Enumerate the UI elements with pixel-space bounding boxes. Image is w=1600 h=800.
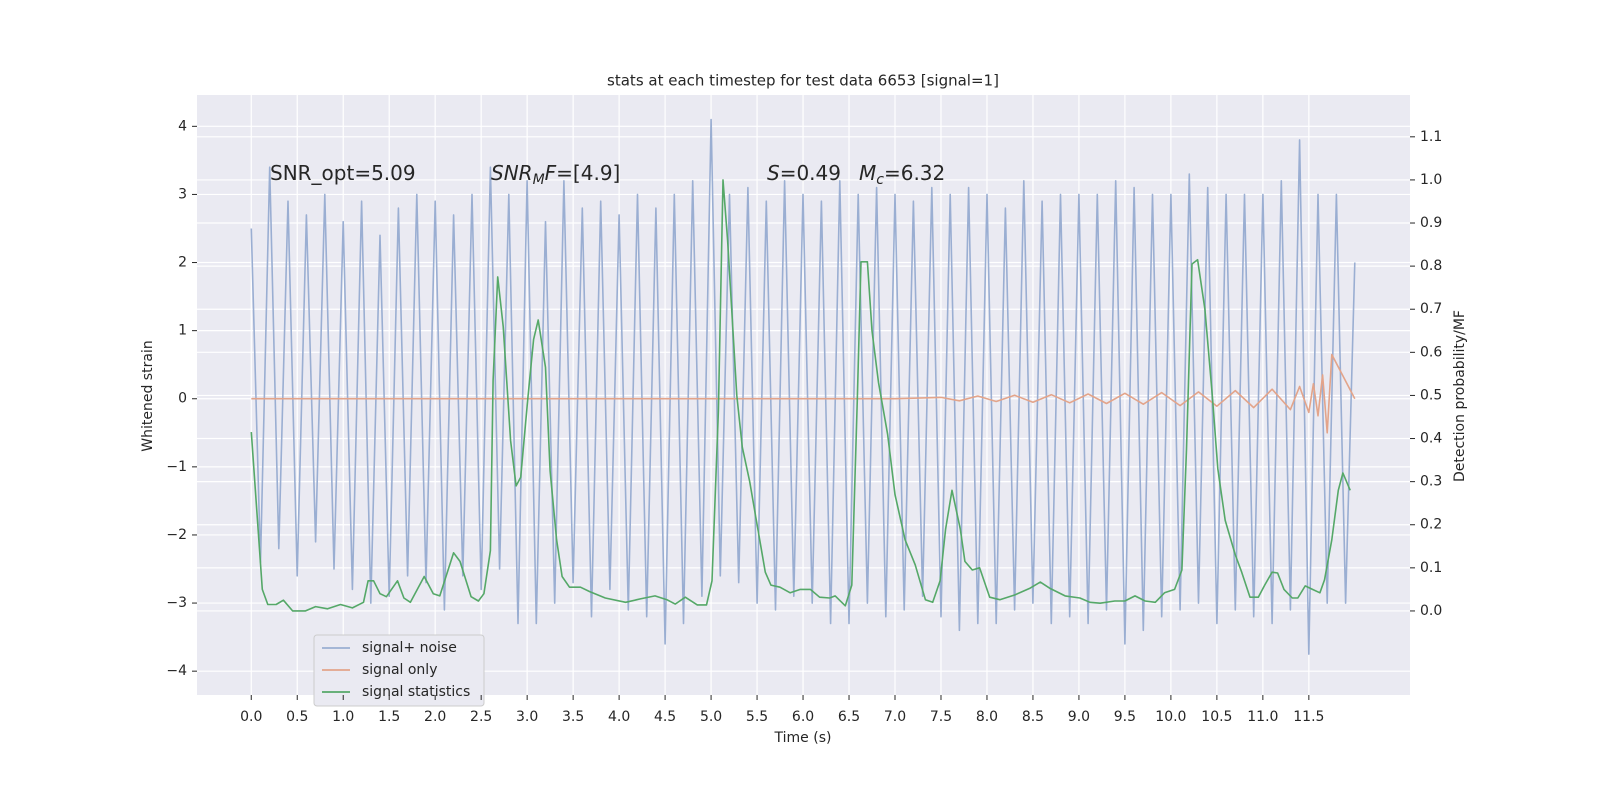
y2-axis-label: Detection probability/MF: [1452, 310, 1468, 482]
legend-box: [313, 634, 485, 707]
y-tick-label: 4: [178, 118, 187, 134]
annotation-part: =[4.9]: [556, 161, 620, 185]
chart-title: stats at each timestep for test data 665…: [607, 72, 999, 90]
x-tick-label: 0.5: [286, 709, 308, 725]
x-tick-label: 10.0: [1155, 709, 1186, 725]
annotation: SNR_opt=5.09: [270, 161, 416, 185]
annotation-part: M: [533, 172, 545, 188]
y2-tick-label: 0.8: [1420, 258, 1442, 274]
annotation-part: F: [545, 161, 557, 185]
y2-tick-label: 0.5: [1420, 387, 1442, 403]
y2-tick-label: 0.2: [1420, 517, 1442, 533]
annotation-part: S: [767, 161, 780, 185]
annotation: SNRMF=[4.9]: [491, 161, 620, 189]
x-tick-label: 2.5: [470, 709, 492, 725]
x-tick-label: 10.5: [1201, 709, 1232, 725]
y2-tick-label: 0.3: [1420, 474, 1442, 490]
y-tick-label: −3: [166, 595, 187, 611]
y-tick-label: −2: [166, 527, 187, 543]
x-tick-label: 4.0: [608, 709, 630, 725]
y2-tick-label: 0.4: [1420, 431, 1442, 447]
x-axis-label: Time (s): [774, 730, 832, 746]
y-tick-label: 2: [178, 255, 187, 271]
x-tick-label: 6.0: [792, 709, 814, 725]
annotation-part: SNR_opt=5.09: [270, 161, 416, 185]
annotation-part: =0.49: [780, 161, 841, 185]
y2-tick-label: 0.0: [1420, 603, 1442, 619]
series-line: [250, 179, 1351, 612]
y-tick-label: −4: [166, 663, 187, 679]
annotation: S=0.49: [767, 161, 841, 185]
annotation: Mc=6.32: [859, 161, 945, 189]
y2-tick-label: 1.0: [1420, 172, 1442, 188]
legend-label: signal only: [362, 662, 437, 678]
x-tick-label: 3.0: [516, 709, 538, 725]
annotation-part: M: [859, 161, 876, 185]
x-tick-label: 11.5: [1293, 709, 1324, 725]
annotation-part: =6.32: [884, 161, 945, 185]
y-tick-label: −1: [166, 459, 187, 475]
annotation-part: c: [876, 172, 884, 188]
y2-tick-label: 1.1: [1420, 129, 1442, 145]
grid: [197, 95, 1410, 695]
y-tick-label: 3: [178, 186, 187, 202]
y2-tick-label: 0.6: [1420, 344, 1442, 360]
x-tick-label: 5.0: [700, 709, 722, 725]
legend: signal+ noise signal only signal statistic…: [313, 634, 485, 707]
x-tick-label: 2.0: [424, 709, 446, 725]
x-tick-label: 1.5: [378, 709, 400, 725]
y2-tick-label: 0.7: [1420, 301, 1442, 317]
x-tick-label: 9.0: [1068, 709, 1090, 725]
series-line: [250, 118, 1356, 655]
legend-label: signal statistics: [362, 684, 470, 700]
series-line: [251, 353, 1356, 434]
x-tick-label: 5.5: [746, 709, 768, 725]
x-tick-label: 0.0: [240, 709, 262, 725]
x-tick-label: 7.0: [884, 709, 906, 725]
y-tick-label: 0: [178, 391, 187, 407]
x-tick-label: 9.5: [1114, 709, 1136, 725]
x-tick-label: 6.5: [838, 709, 860, 725]
y-tick-label: 1: [178, 323, 187, 339]
x-tick-label: 3.5: [562, 709, 584, 725]
x-tick-label: 1.0: [332, 709, 354, 725]
y2-tick-label: 0.1: [1420, 560, 1442, 576]
annotation-part: SNR: [491, 161, 533, 185]
x-tick-label: 11.0: [1247, 709, 1278, 725]
x-tick-label: 7.5: [930, 709, 952, 725]
y-axis-label: Whitened strain: [140, 340, 156, 451]
marks: [250, 118, 1356, 655]
x-tick-label: 8.0: [976, 709, 998, 725]
y2-tick-label: 0.9: [1420, 215, 1442, 231]
legend-label: signal+ noise: [362, 640, 457, 656]
x-tick-label: 8.5: [1022, 709, 1044, 725]
x-tick-label: 4.5: [654, 709, 676, 725]
